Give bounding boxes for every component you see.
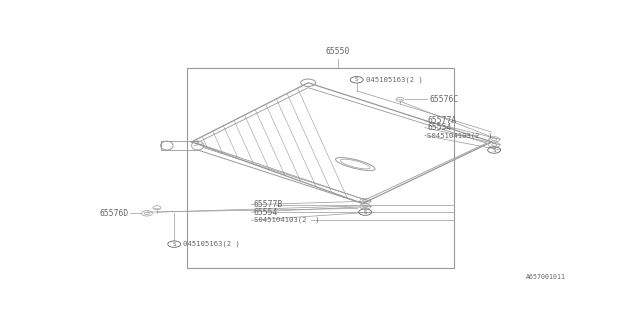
Text: 65577B: 65577B [253,200,283,209]
Text: 65576C: 65576C [429,95,459,104]
Text: S: S [355,77,358,82]
Text: S: S [364,210,367,215]
Text: 65550: 65550 [326,47,350,56]
Text: 045105163(2 ): 045105163(2 ) [183,241,240,247]
Text: A657001011: A657001011 [526,275,566,280]
Text: 65554: 65554 [253,208,278,217]
Text: 65577A: 65577A [428,116,456,125]
Text: S: S [173,242,176,247]
Bar [187,68,454,268]
Text: S: S [492,148,496,153]
Text: 65576D: 65576D [100,209,129,218]
Text: S045104103(2  ): S045104103(2 ) [253,217,319,223]
Text: 65554: 65554 [428,123,452,132]
Text: S045104103(2  ): S045104103(2 ) [428,132,493,139]
Text: 045105163(2 ): 045105163(2 ) [365,76,422,83]
